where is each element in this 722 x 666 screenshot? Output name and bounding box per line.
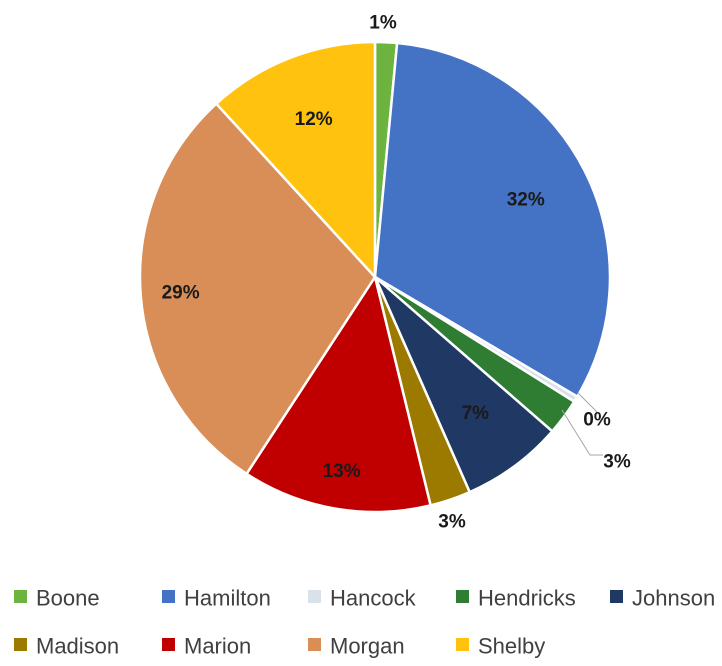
legend-item-johnson: Johnson [610, 586, 715, 611]
legend-swatch-madison [14, 638, 27, 651]
legend-swatch-hancock [308, 590, 321, 603]
legend-item-hamilton: Hamilton [162, 586, 271, 611]
leader-lines [561, 392, 603, 456]
legend-label-madison: Madison [36, 634, 119, 659]
legend-label-shelby: Shelby [478, 634, 545, 659]
legend-item-shelby: Shelby [456, 634, 545, 659]
pie-slice-johnson [373, 276, 555, 494]
data-label-hamilton: 32% [507, 190, 545, 211]
legend-swatch-boone [14, 590, 27, 603]
data-label-hancock: 0% [583, 410, 611, 431]
legend-swatch-marion [162, 638, 175, 651]
legend-item-morgan: Morgan [308, 634, 405, 659]
data-label-johnson: 7% [462, 403, 490, 424]
legend-swatch-johnson [610, 590, 623, 603]
leader-line-hendricks [561, 409, 603, 456]
legend-label-marion: Marion [184, 634, 251, 659]
data-label-hendricks: 3% [603, 452, 631, 473]
legend-label-morgan: Morgan [330, 634, 405, 659]
legend-item-madison: Madison [14, 634, 119, 659]
pie-slices [138, 40, 612, 514]
data-label-marion: 13% [323, 461, 361, 482]
legend-item-hendricks: Hendricks [456, 586, 576, 611]
legend-swatch-morgan [308, 638, 321, 651]
pie-slice-marion [244, 273, 433, 514]
pie-slice-morgan [138, 101, 377, 476]
legend-item-hancock: Hancock [308, 586, 417, 611]
legend: Boone Hamilton Hancock Hendricks Johnson Madi… [14, 586, 715, 659]
legend-label-hancock: Hancock [330, 586, 417, 611]
leader-line-hancock [577, 392, 598, 413]
legend-item-boone: Boone [14, 586, 100, 611]
legend-swatch-shelby [456, 638, 469, 651]
legend-label-boone: Boone [36, 586, 100, 611]
data-label-boone: 1% [369, 13, 397, 34]
data-label-madison: 3% [438, 512, 466, 533]
legend-swatch-hamilton [162, 590, 175, 603]
pie-slice-hamilton [373, 41, 612, 399]
legend-label-hendricks: Hendricks [478, 586, 576, 611]
data-label-morgan: 29% [162, 282, 200, 303]
legend-item-marion: Marion [162, 634, 251, 659]
legend-label-hamilton: Hamilton [184, 586, 271, 611]
data-label-shelby: 12% [295, 109, 333, 130]
legend-swatch-hendricks [456, 590, 469, 603]
legend-label-johnson: Johnson [632, 586, 715, 611]
slice-labels: 1% 32% 0% 3% 7% 3% 13% 29% 12% [162, 13, 631, 533]
pie-slice-shelby [214, 40, 377, 281]
